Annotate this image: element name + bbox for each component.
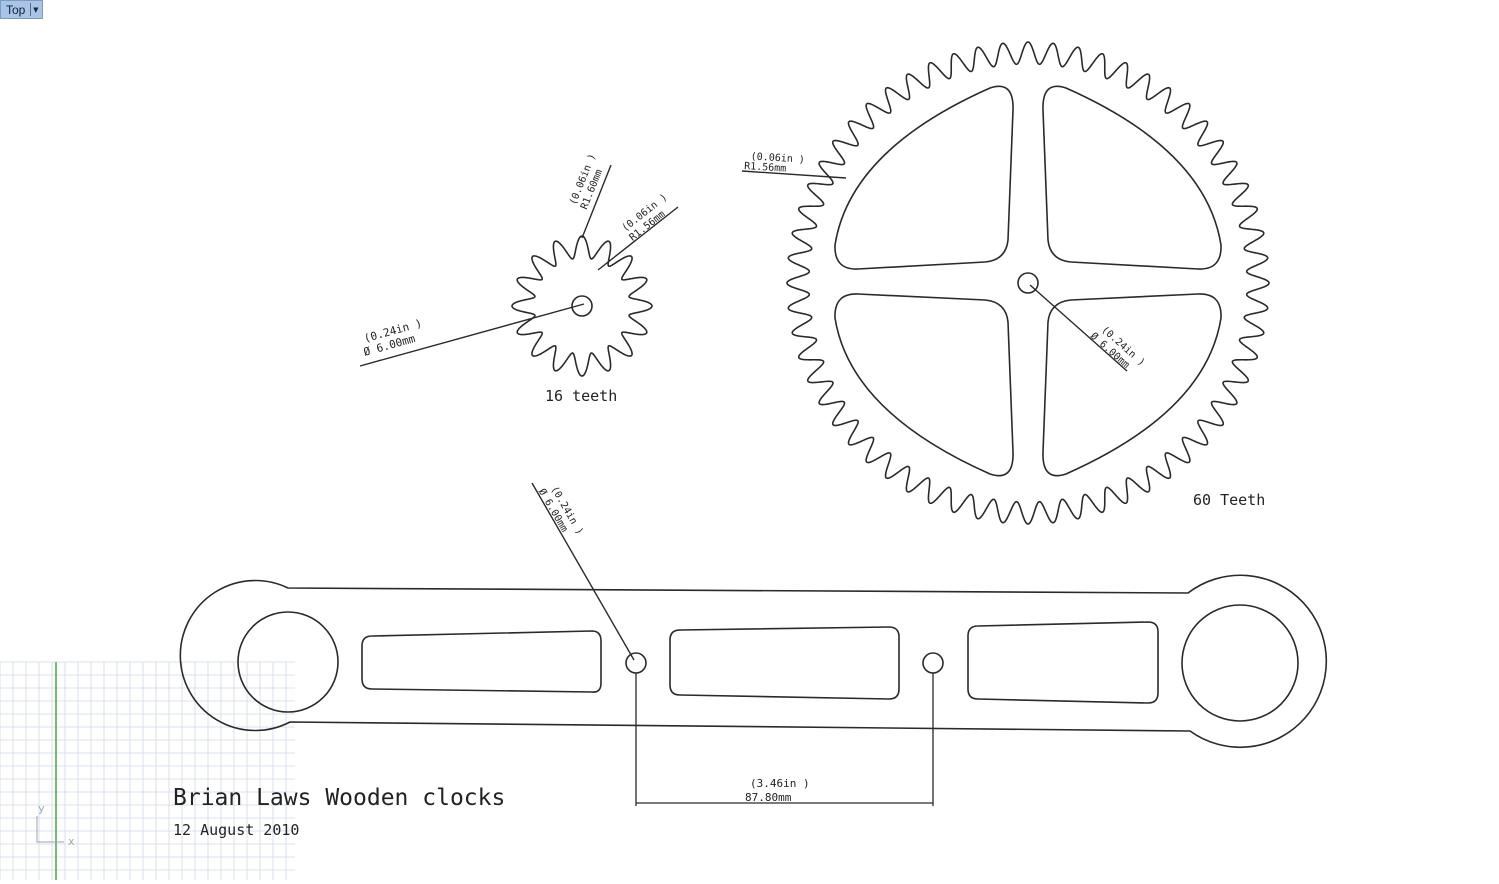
gear-60-bore bbox=[1017, 272, 1039, 294]
gear-60-root-leader bbox=[741, 170, 847, 179]
link-arm-spacing-dimension: (3.46in ) 87.80mm bbox=[635, 673, 934, 806]
gear-60-window-bottom-left bbox=[834, 293, 1014, 477]
link-arm-left-boss bbox=[237, 611, 339, 713]
gear-60-outline bbox=[786, 41, 1270, 525]
drawing-date: 12 August 2010 bbox=[173, 821, 299, 839]
gear-60-window-top-left bbox=[834, 85, 1014, 270]
gear-16-tip-dim: (0.06in ) R1.60mm bbox=[568, 152, 605, 211]
gear-60-root-dim: (0.06in ) R1.56mm bbox=[744, 151, 805, 175]
link-arm-slot-1 bbox=[361, 630, 602, 693]
construction-grid bbox=[0, 661, 295, 880]
axis-y-label: y bbox=[38, 802, 45, 815]
link-arm-spacing-inch: (3.46in ) bbox=[750, 777, 810, 790]
svg-text:(0.06in ): (0.06in ) bbox=[750, 151, 805, 165]
link-arm-outline bbox=[179, 574, 1328, 749]
link-arm-bore-leader bbox=[531, 482, 635, 661]
gear-16-caption: 16 teeth bbox=[545, 387, 617, 405]
viewport-title-tab[interactable]: Top ▼ bbox=[0, 0, 44, 19]
chevron-down-icon[interactable]: ▼ bbox=[33, 5, 39, 14]
gear-60-bore-leader bbox=[1029, 284, 1128, 372]
link-arm-bore-dim: (0.24in ) Ø 6.00mm bbox=[536, 484, 585, 536]
gear-16-root-leader bbox=[597, 206, 679, 271]
gear-60-teeth[interactable] bbox=[786, 41, 1270, 525]
link-arm[interactable] bbox=[179, 574, 1328, 749]
drawing-title: Brian Laws Wooden clocks bbox=[173, 785, 505, 811]
gear-16-root-dim: (0.06in ) R1.56mm bbox=[620, 192, 669, 243]
gear-60-caption: 60 Teeth bbox=[1193, 491, 1265, 509]
gear-60-bore-dim: (0.24in ) Ø 6.00mm bbox=[1088, 324, 1147, 370]
gear-16-outline bbox=[511, 235, 653, 377]
axis-x-label: x bbox=[68, 835, 75, 848]
link-arm-spacing-mm: 87.80mm bbox=[745, 791, 792, 804]
link-arm-pivot-hole-1 bbox=[625, 652, 647, 674]
link-arm-slot-3 bbox=[967, 621, 1159, 704]
gear-16-tip-leader bbox=[581, 164, 612, 239]
viewport-name-label[interactable]: Top bbox=[6, 2, 26, 17]
axis-indicator-icon: y x bbox=[36, 802, 75, 848]
gear-16-bore-leader bbox=[359, 303, 585, 367]
link-arm-right-boss bbox=[1181, 604, 1299, 722]
svg-text:R1.56mm: R1.56mm bbox=[744, 161, 787, 175]
gear-60-window-bottom-right bbox=[1042, 293, 1222, 477]
gear-16-teeth[interactable] bbox=[511, 235, 653, 377]
gear-60-window-top-right bbox=[1042, 85, 1222, 270]
link-arm-slot-2 bbox=[669, 626, 900, 700]
link-arm-pivot-hole-2 bbox=[922, 652, 944, 674]
gear-16-bore-dim: (0.24in ) Ø 6.00mm bbox=[362, 317, 423, 359]
gear-16-bore bbox=[571, 295, 593, 317]
viewport-tab-separator bbox=[30, 3, 32, 16]
